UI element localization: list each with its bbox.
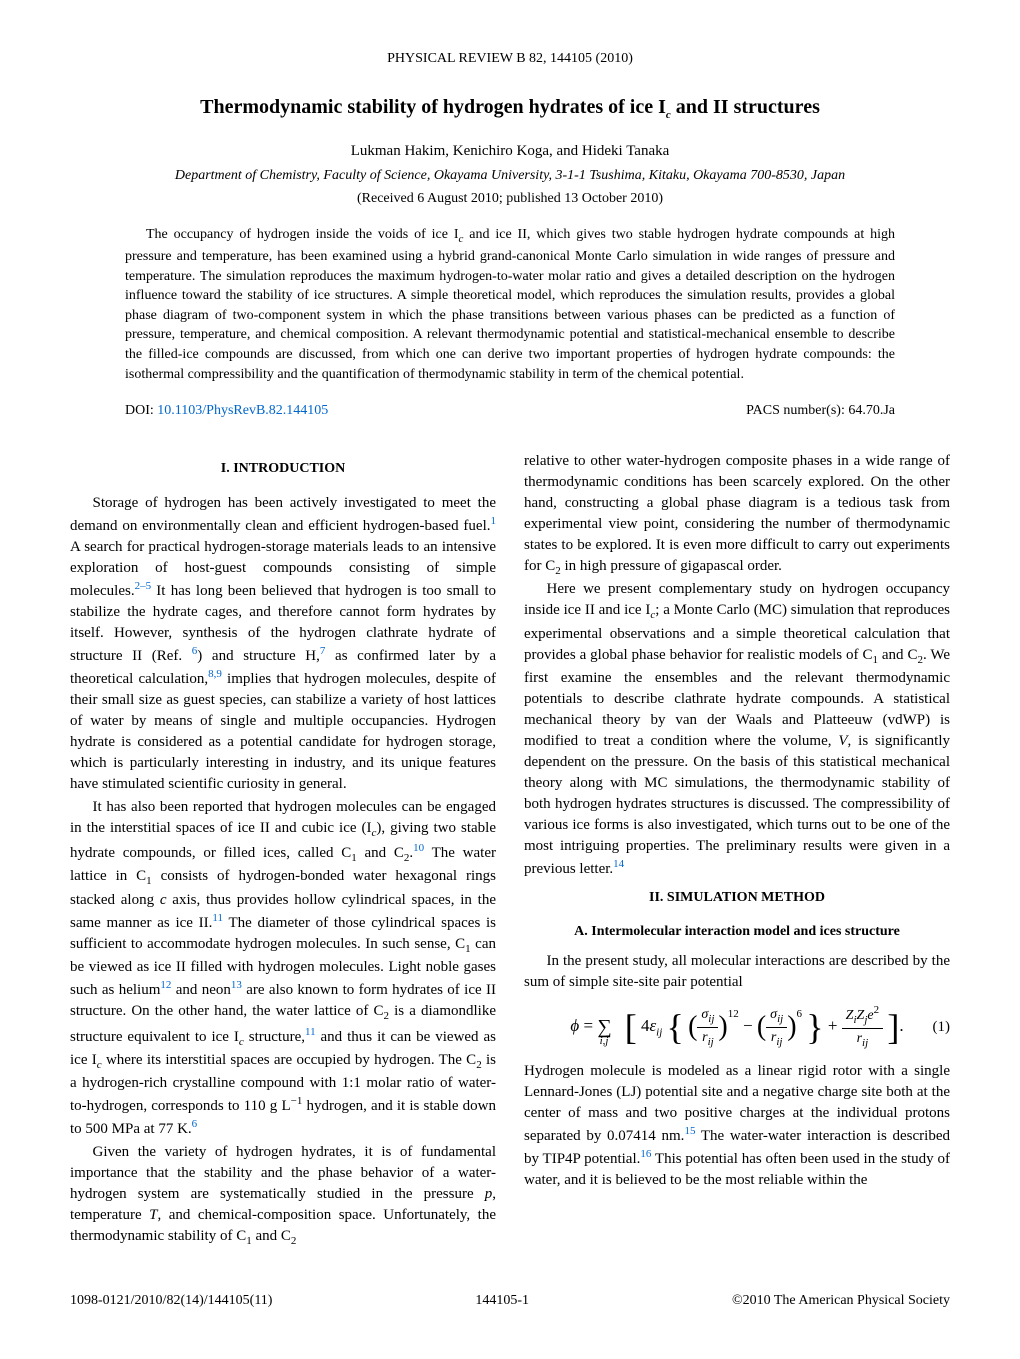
- doi-link[interactable]: 10.1103/PhysRevB.82.144105: [157, 403, 328, 418]
- ref-2-5[interactable]: 2–5: [135, 580, 152, 592]
- pacs-number: PACS number(s): 64.70.Ja: [746, 402, 895, 421]
- ref-1[interactable]: 1: [491, 515, 497, 527]
- ref-6b[interactable]: 6: [192, 1118, 198, 1130]
- ref-15[interactable]: 15: [684, 1125, 695, 1137]
- ref-13[interactable]: 13: [231, 979, 242, 991]
- doi: DOI: 10.1103/PhysRevB.82.144105: [125, 402, 328, 421]
- equation-1: ϕ = ∑i,j [ 4εij { (σijrij)12 − (σijrij)6…: [524, 1003, 950, 1051]
- section-1-heading: I. INTRODUCTION: [70, 459, 496, 479]
- doi-row: DOI: 10.1103/PhysRevB.82.144105 PACS num…: [125, 402, 895, 421]
- affiliation: Department of Chemistry, Faculty of Scie…: [70, 167, 950, 186]
- journal-header: PHYSICAL REVIEW B 82, 144105 (2010): [70, 50, 950, 69]
- col2-para-2: Here we present complementary study on h…: [524, 579, 950, 880]
- footer-right: ©2010 The American Physical Society: [732, 1292, 950, 1311]
- equation-number: (1): [933, 1017, 951, 1038]
- authors: Lukman Hakim, Kenichiro Koga, and Hideki…: [70, 141, 950, 161]
- ref-12[interactable]: 12: [160, 979, 171, 991]
- intro-para-3: Given the variety of hydrogen hydrates, …: [70, 1142, 496, 1249]
- page-footer: 1098-0121/2010/82(14)/144105(11) 144105-…: [70, 1292, 950, 1311]
- ref-16[interactable]: 16: [640, 1148, 651, 1160]
- ref-11[interactable]: 11: [212, 912, 223, 924]
- right-column: relative to other water-hydrogen composi…: [524, 451, 950, 1252]
- intro-para-2: It has also been reported that hydrogen …: [70, 797, 496, 1141]
- ref-10[interactable]: 10: [413, 842, 424, 854]
- two-column-layout: I. INTRODUCTION Storage of hydrogen has …: [70, 451, 950, 1252]
- intro-para-1: Storage of hydrogen has been actively in…: [70, 493, 496, 795]
- subsection-a-heading: A. Intermolecular interaction model and …: [524, 922, 950, 942]
- col2-para-3: In the present study, all molecular inte…: [524, 951, 950, 993]
- ref-11b[interactable]: 11: [305, 1026, 316, 1038]
- left-column: I. INTRODUCTION Storage of hydrogen has …: [70, 451, 496, 1252]
- received-date: (Received 6 August 2010; published 13 Oc…: [70, 190, 950, 209]
- footer-left: 1098-0121/2010/82(14)/144105(11): [70, 1292, 272, 1311]
- ref-8-9[interactable]: 8,9: [208, 668, 222, 680]
- ref-14[interactable]: 14: [613, 858, 624, 870]
- col2-para-4: Hydrogen molecule is modeled as a linear…: [524, 1061, 950, 1191]
- abstract: The occupancy of hydrogen inside the voi…: [125, 225, 895, 384]
- paper-title: Thermodynamic stability of hydrogen hydr…: [70, 94, 950, 123]
- footer-center: 144105-1: [475, 1292, 529, 1311]
- col2-para-1: relative to other water-hydrogen composi…: [524, 451, 950, 579]
- section-2-heading: II. SIMULATION METHOD: [524, 888, 950, 908]
